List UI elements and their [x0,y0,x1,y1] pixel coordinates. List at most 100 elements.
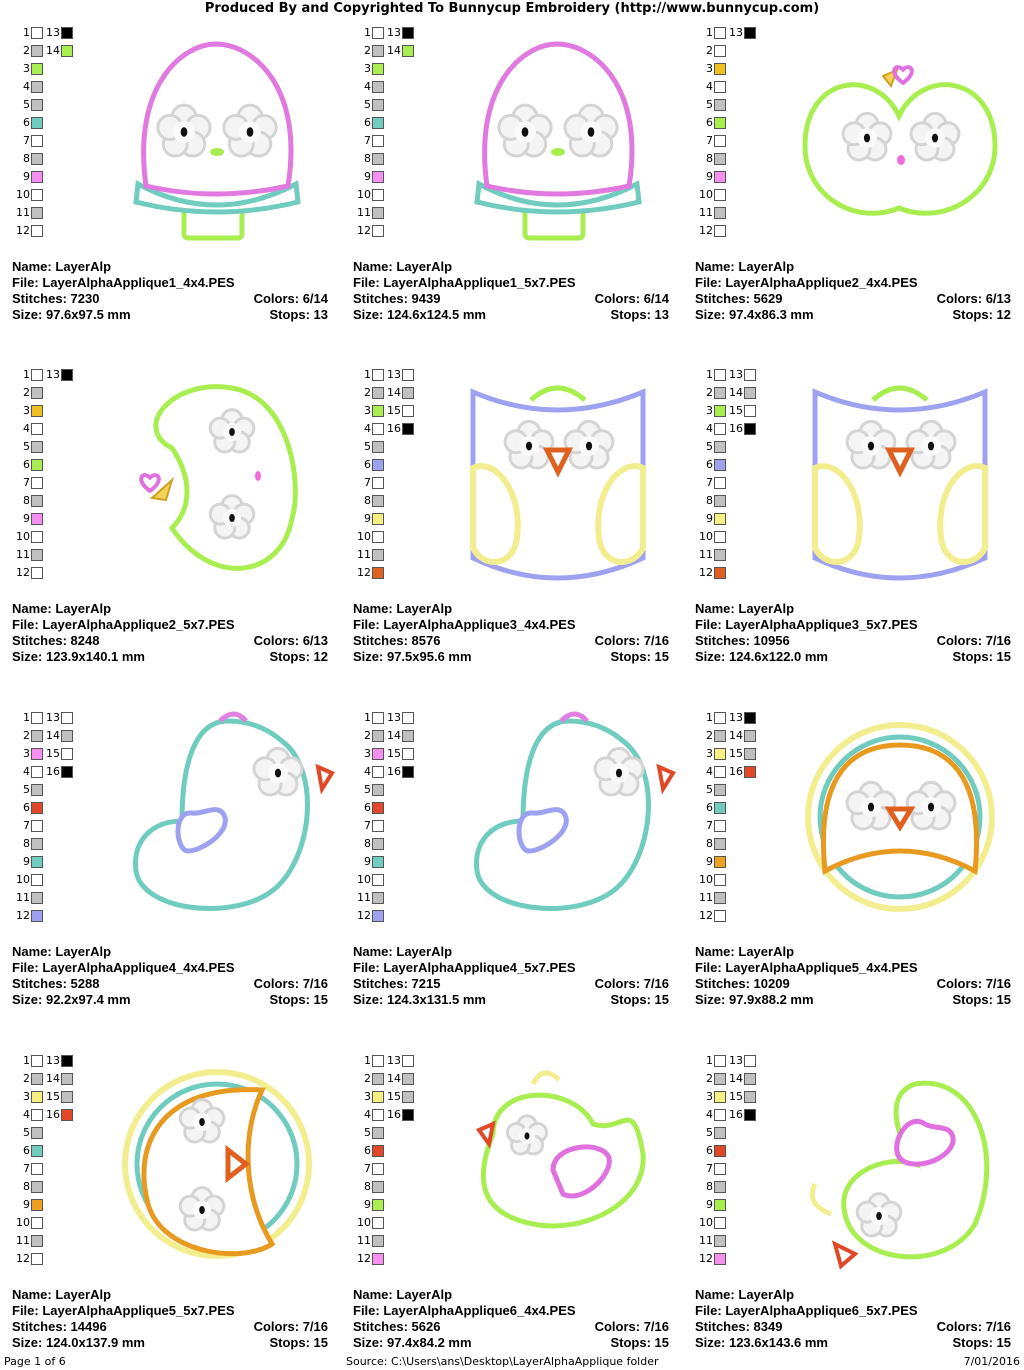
thread-number: 1 [23,1054,30,1067]
thread-color-box [31,189,43,201]
thread-color-box [372,1109,384,1121]
thread-color-box [372,513,384,525]
thread-color-box [31,892,43,904]
design-file: LayerAlphaApplique6_5x7.PES [725,1303,918,1318]
design-card: 1 2 3 4 5 6 7 8 9 10 11 12 13 14 15 16 Name: LayerAlp F… [12,711,342,1041]
thread-number: 11 [699,206,713,219]
thread-color-box [31,820,43,832]
thread-number: 11 [357,206,371,219]
thread-color-box [714,135,726,147]
thread-number: 15 [46,747,60,760]
thread-number: 10 [357,873,371,886]
thread-number: 9 [23,855,30,868]
thread-color-box [31,1217,43,1229]
thread-number: 10 [699,530,713,543]
stitch-count: 5629 [753,291,783,306]
thread-color-box [372,892,384,904]
thread-number: 1 [706,711,713,724]
flower-eye-icon [855,1192,903,1238]
file-label: File: [12,275,39,290]
source-path: Source: C:\Users\ans\Desktop\LayerAlphaA… [346,1355,659,1368]
thread-number: 13 [729,711,743,724]
thread-color-box [402,45,414,57]
colors-label: Colors: [594,1319,641,1334]
design-name: LayerAlp [738,259,795,274]
stitches-label: Stitches: [353,633,408,648]
thread-color-box [744,1055,756,1067]
thread-number: 14 [387,1072,401,1085]
thread-color-box [372,784,384,796]
thread-color-box [31,513,43,525]
name-label: Name: [353,601,393,616]
thread-number: 5 [706,1126,713,1139]
flower-eye-icon [503,419,555,470]
design-name: LayerAlp [396,944,453,959]
thread-color-box [372,1127,384,1139]
thread-number: 13 [729,1054,743,1067]
thread-color-box [402,748,414,760]
thread-color-box [744,387,756,399]
color-count: 6/14 [643,291,669,306]
thread-color-box [714,820,726,832]
thread-number: 2 [364,729,371,742]
thread-color-box [714,441,726,453]
thread-number: 11 [699,891,713,904]
size-label: Size: [12,1335,43,1350]
color-count: 7/16 [302,976,328,991]
name-label: Name: [695,1287,735,1302]
thread-number: 10 [16,1216,30,1229]
thread-color-box [744,1109,756,1121]
thread-color-box [372,910,384,922]
thread-color-box [714,153,726,165]
thread-color-box [714,784,726,796]
thread-color-box [402,712,414,724]
design-name: LayerAlp [738,944,795,959]
design-name: LayerAlp [55,1287,112,1302]
thread-number: 8 [706,1180,713,1193]
thread-number: 9 [706,512,713,525]
thread-number: 1 [23,711,30,724]
thread-color-box [372,153,384,165]
thread-number: 7 [706,134,713,147]
heart-icon [139,473,161,494]
colors-label: Colors: [594,633,641,648]
thread-color-box [714,766,726,778]
design-file: LayerAlphaApplique6_4x4.PES [383,1303,576,1318]
thread-number: 8 [23,837,30,850]
thread-number: 10 [357,530,371,543]
thread-number: 15 [387,1090,401,1103]
thread-number: 13 [387,1054,401,1067]
thread-number: 9 [23,512,30,525]
thread-number: 3 [364,1090,371,1103]
stitches-label: Stitches: [12,291,67,306]
design-size: 97.9x88.2 mm [728,992,814,1007]
design-name: LayerAlp [55,601,112,616]
thread-color-box [714,99,726,111]
thread-color-box [31,730,43,742]
thread-number: 13 [46,368,60,381]
design-size: 124.6x122.0 mm [728,649,828,664]
thread-color-box [744,712,756,724]
flower-eye-icon [252,746,304,797]
thread-number: 2 [364,1072,371,1085]
design-name: LayerAlp [55,259,112,274]
thread-number: 5 [706,440,713,453]
thread-number: 10 [16,530,30,543]
thread-color-box [372,369,384,381]
thread-color-box [402,387,414,399]
stitch-count: 8248 [70,633,100,648]
stitches-label: Stitches: [695,633,750,648]
thread-number: 13 [387,26,401,39]
design-size: 92.2x97.4 mm [45,992,131,1007]
thread-color-box [31,910,43,922]
thread-color-box [714,1217,726,1229]
color-count: 7/16 [985,976,1011,991]
flower-eye-icon [505,1114,549,1156]
thread-number: 2 [23,1072,30,1085]
design-card: 1 2 3 4 5 6 7 8 9 10 11 12 13 14 15 16 Name: LayerAlp F… [353,711,683,1041]
thread-color-box [744,423,756,435]
design-info: Name: LayerAlp File: LayerAlphaApplique5… [12,1287,328,1351]
thread-color-box [714,1253,726,1265]
thread-color-box [372,1253,384,1265]
stitches-label: Stitches: [12,1319,67,1334]
